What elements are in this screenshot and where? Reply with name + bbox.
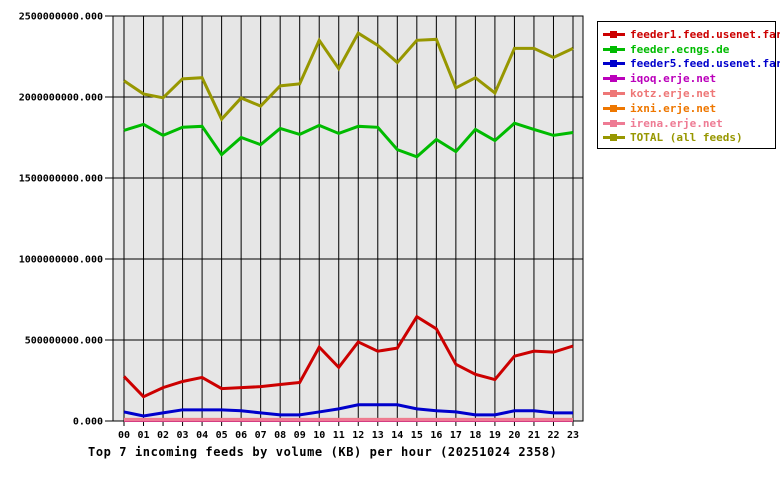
legend-line-marker-icon — [603, 134, 625, 142]
x-tick-label: 22 — [547, 430, 559, 441]
legend-line-marker-icon — [603, 75, 625, 83]
x-tick-label: 07 — [255, 430, 267, 441]
x-tick-label: 03 — [177, 430, 189, 441]
y-tick-label: 500000000.000 — [25, 336, 103, 347]
legend-label: kotz.erje.net — [630, 87, 717, 101]
legend-line-marker-icon — [603, 90, 625, 98]
legend-item: irena.erje.net — [598, 116, 775, 131]
y-tick-label: 0.000 — [73, 417, 103, 428]
legend-item: iqoq.erje.net — [598, 71, 775, 86]
series-line — [123, 31, 574, 122]
legend-line-marker-icon — [603, 119, 625, 127]
x-tick-label: 10 — [313, 430, 325, 441]
x-tick-label: 05 — [216, 430, 228, 441]
legend-label: ixni.erje.net — [630, 101, 717, 115]
x-tick-label: 09 — [294, 430, 306, 441]
legend-line-marker-icon — [603, 60, 625, 68]
chart-title: Top 7 incoming feeds by volume (KB) per … — [88, 445, 558, 459]
legend-item: feeder1.feed.usenet.farm — [598, 27, 780, 42]
x-tick-label: 21 — [528, 430, 540, 441]
legend: feeder1.feed.usenet.farm feeder.ecngs.de f… — [597, 21, 780, 149]
x-tick-label: 16 — [430, 430, 442, 441]
legend-label: feeder5.feed.usenet.farm — [630, 57, 780, 71]
x-tick-label: 15 — [411, 430, 423, 441]
x-tick-label: 18 — [469, 430, 481, 441]
x-tick-label: 19 — [489, 430, 501, 441]
legend-item: ixni.erje.net — [598, 101, 775, 116]
x-tick-label: 20 — [508, 430, 520, 441]
x-tick-label: 17 — [450, 430, 462, 441]
x-tick-label: 06 — [235, 430, 247, 441]
legend-line-marker-icon — [603, 104, 625, 112]
series-line — [123, 121, 574, 159]
y-tick-label: 2000000000.000 — [19, 93, 103, 104]
x-tick-label: 02 — [157, 430, 169, 441]
legend-label: feeder1.feed.usenet.farm — [630, 27, 780, 41]
legend-label: feeder.ecngs.de — [630, 42, 730, 56]
x-tick-label: 12 — [352, 430, 364, 441]
legend-item: feeder5.feed.usenet.farm — [598, 57, 780, 72]
x-tick-label: 13 — [372, 430, 384, 441]
legend-label: irena.erje.net — [630, 116, 723, 130]
legend-label: iqoq.erje.net — [630, 72, 717, 86]
x-tick-label: 14 — [391, 430, 403, 441]
y-tick-label: 1000000000.000 — [19, 255, 103, 266]
legend-item: kotz.erje.net — [598, 86, 775, 101]
x-tick-label: 23 — [567, 430, 579, 441]
legend-label: TOTAL (all feeds) — [630, 131, 743, 145]
x-tick-label: 11 — [333, 430, 345, 441]
legend-line-marker-icon — [603, 45, 625, 53]
x-tick-label: 08 — [274, 430, 286, 441]
y-tick-label: 1500000000.000 — [19, 174, 103, 185]
y-tick-label: 2500000000.000 — [19, 12, 103, 23]
legend-item: TOTAL (all feeds) — [598, 131, 775, 146]
series-line — [123, 403, 573, 418]
x-tick-label: 00 — [118, 430, 130, 441]
legend-line-marker-icon — [603, 30, 625, 38]
legend-item: feeder.ecngs.de — [598, 42, 775, 57]
series-line — [122, 314, 574, 399]
x-tick-label: 01 — [137, 430, 149, 441]
x-tick-label: 04 — [196, 430, 208, 441]
